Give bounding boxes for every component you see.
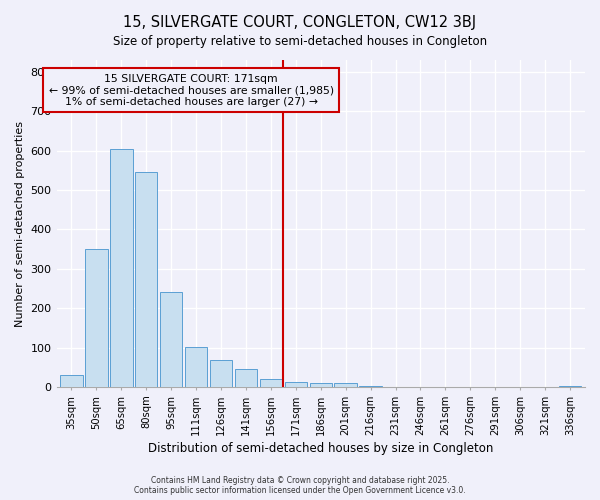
Bar — [359, 386, 382, 387]
Bar — [559, 386, 581, 387]
Bar — [210, 360, 232, 387]
Bar — [135, 172, 157, 387]
Text: 15 SILVERGATE COURT: 171sqm
← 99% of semi-detached houses are smaller (1,985)
1%: 15 SILVERGATE COURT: 171sqm ← 99% of sem… — [49, 74, 334, 107]
Text: Contains HM Land Registry data © Crown copyright and database right 2025.
Contai: Contains HM Land Registry data © Crown c… — [134, 476, 466, 495]
Bar — [60, 375, 83, 387]
Bar — [310, 384, 332, 387]
X-axis label: Distribution of semi-detached houses by size in Congleton: Distribution of semi-detached houses by … — [148, 442, 493, 455]
Text: 15, SILVERGATE COURT, CONGLETON, CW12 3BJ: 15, SILVERGATE COURT, CONGLETON, CW12 3B… — [124, 15, 476, 30]
Bar — [284, 382, 307, 387]
Bar — [85, 249, 107, 387]
Bar — [185, 347, 208, 387]
Y-axis label: Number of semi-detached properties: Number of semi-detached properties — [15, 120, 25, 326]
Bar — [260, 379, 282, 387]
Text: Size of property relative to semi-detached houses in Congleton: Size of property relative to semi-detach… — [113, 35, 487, 48]
Bar — [235, 368, 257, 387]
Bar — [334, 384, 357, 387]
Bar — [110, 148, 133, 387]
Bar — [160, 292, 182, 387]
